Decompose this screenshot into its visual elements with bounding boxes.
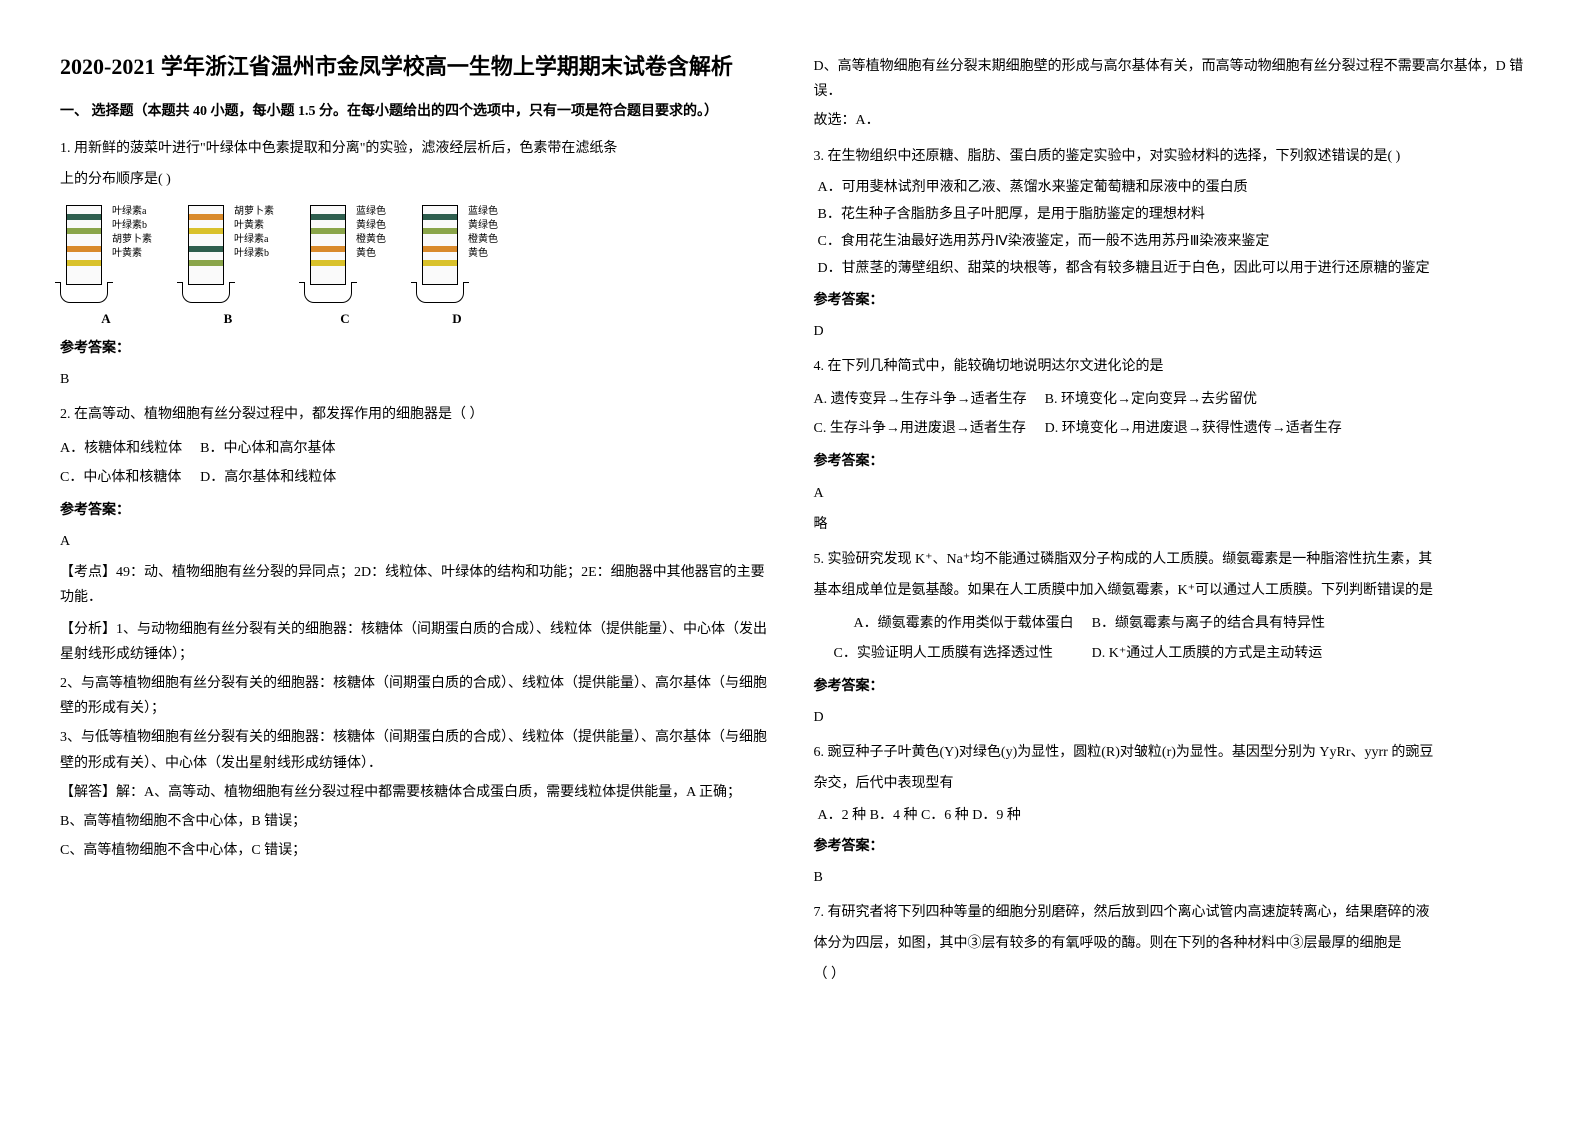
chroma-option-d: 蓝绿色黄绿色橙黄色黄色 D — [416, 205, 498, 330]
q2-text: 2. 在高等动、植物细胞有丝分裂过程中，都发挥作用的细胞器是（ ） — [60, 402, 774, 427]
q6-text-l2: 杂交，后代中表现型有 — [814, 771, 1528, 796]
answer-label: 参考答案： — [814, 674, 1528, 699]
q2-guxuan: 故选：A． — [814, 108, 1528, 133]
q5-opt-c: C．实验证明人工质膜有选择透过性 — [814, 639, 1092, 668]
chroma-label: 橙黄色 — [468, 233, 498, 247]
q1-answer: B — [60, 367, 774, 392]
question-4: 4. 在下列几种简式中，能较确切地说明达尔文进化论的是 A. 遗传变异→生存斗争… — [814, 354, 1528, 537]
chroma-label: 叶绿素b — [234, 247, 274, 261]
chroma-label: 叶绿素a — [234, 233, 274, 247]
q3-answer: D — [814, 319, 1528, 344]
chroma-letter: B — [224, 307, 233, 330]
q6-text-l1: 6. 豌豆种子子叶黄色(Y)对绿色(y)为显性，圆粒(R)对皱粒(r)为显性。基… — [814, 740, 1528, 765]
q2-answer: A — [60, 529, 774, 554]
section-1-heading: 一、 选择题（本题共 40 小题，每小题 1.5 分。在每小题给出的四个选项中，… — [60, 99, 774, 124]
q5-opt-b: B．缬氨霉素与离子的结合具有特异性 — [1092, 609, 1343, 638]
q1-text-line1: 1. 用新鲜的菠菜叶进行"叶绿体中色素提取和分离"的实验，滤液经层析后，色素带在… — [60, 136, 774, 161]
chroma-option-c: 蓝绿色黄绿色橙黄色黄色 C — [304, 205, 386, 330]
q2-fenxi-3: 3、与低等植物细胞有丝分裂有关的细胞器：核糖体（间期蛋白质的合成）、线粒体（提供… — [60, 725, 774, 775]
answer-label: 参考答案： — [60, 336, 774, 361]
q7-text-l1: 7. 有研究者将下列四种等量的细胞分别磨碎，然后放到四个离心试管内高速旋转离心，… — [814, 900, 1528, 925]
q4-lue: 略 — [814, 512, 1528, 537]
q2-opt-d: D．高尔基体和线粒体 — [200, 463, 354, 492]
q6-options: A．2 种 B．4 种 C．6 种 D．9 种 — [818, 803, 1528, 828]
q5-text-l2: 基本组成单位是氨基酸。如果在人工质膜中加入缬氨霉素，K⁺可以通过人工质膜。下列判… — [814, 578, 1528, 603]
q4-options: A. 遗传变异→生存斗争→适者生存 B. 环境变化→定向变异→去劣留优 C. 生… — [814, 385, 1360, 443]
chroma-option-b: 胡萝卜素叶黄素叶绿素a叶绿素b B — [182, 205, 274, 330]
q2-jieda-d: D、高等植物细胞有丝分裂末期细胞壁的形成与高尔基体有关，而高等动物细胞有丝分裂过… — [814, 54, 1528, 104]
chroma-letter: C — [340, 307, 349, 330]
question-2: 2. 在高等动、植物细胞有丝分裂过程中，都发挥作用的细胞器是（ ） A．核糖体和… — [60, 402, 774, 863]
q5-answer: D — [814, 705, 1528, 730]
chroma-label: 蓝绿色 — [356, 205, 386, 219]
q2-options: A．核糖体和线粒体 B．中心体和高尔基体 C．中心体和核糖体 D．高尔基体和线粒… — [60, 434, 354, 492]
q3-text: 3. 在生物组织中还原糖、脂肪、蛋白质的鉴定实验中，对实验材料的选择，下列叙述错… — [814, 144, 1528, 169]
q4-text: 4. 在下列几种简式中，能较确切地说明达尔文进化论的是 — [814, 354, 1528, 379]
q7-text-l2: 体分为四层，如图，其中③层有较多的有氧呼吸的酶。则在下列的各种材料中③层最厚的细… — [814, 931, 1528, 956]
answer-label: 参考答案： — [814, 834, 1528, 859]
q4-answer: A — [814, 481, 1528, 506]
doc-title: 2020-2021 学年浙江省温州市金凤学校高一生物上学期期末试卷含解析 — [60, 50, 774, 83]
question-3: 3. 在生物组织中还原糖、脂肪、蛋白质的鉴定实验中，对实验材料的选择，下列叙述错… — [814, 144, 1528, 344]
q5-options: A．缬氨霉素的作用类似于载体蛋白 B．缬氨霉素与离子的结合具有特异性 C．实验证… — [814, 609, 1343, 667]
q5-text-l1: 5. 实验研究发现 K⁺、Na⁺均不能通过磷脂双分子构成的人工质膜。缬氨霉素是一… — [814, 547, 1528, 572]
chroma-label: 叶黄素 — [112, 247, 152, 261]
question-1: 1. 用新鲜的菠菜叶进行"叶绿体中色素提取和分离"的实验，滤液经层析后，色素带在… — [60, 136, 774, 392]
q5-opt-d: D. K⁺通过人工质膜的方式是主动转运 — [1092, 639, 1343, 668]
q4-opt-c: C. 生存斗争→用进废退→适者生存 — [814, 414, 1045, 443]
left-column: 2020-2021 学年浙江省温州市金凤学校高一生物上学期期末试卷含解析 一、 … — [60, 50, 774, 1072]
q1-diagram: 叶绿素a叶绿素b胡萝卜素叶黄素A胡萝卜素叶黄素叶绿素a叶绿素bB蓝绿色黄绿色橙黄… — [60, 205, 774, 330]
q2-fenxi-1: 【分析】1、与动物细胞有丝分裂有关的细胞器：核糖体（间期蛋白质的合成）、线粒体（… — [60, 617, 774, 667]
q4-opt-b: B. 环境变化→定向变异→去劣留优 — [1045, 385, 1360, 414]
q3-opt-b: B．花生种子含脂肪多且子叶肥厚，是用于脂肪鉴定的理想材料 — [818, 202, 1528, 227]
q2-jieda-a: 【解答】解：A、高等动、植物细胞有丝分裂过程中都需要核糖体合成蛋白质，需要线粒体… — [60, 780, 774, 805]
chroma-label: 黄绿色 — [468, 219, 498, 233]
chroma-label: 橙黄色 — [356, 233, 386, 247]
right-column: D、高等植物细胞有丝分裂末期细胞壁的形成与高尔基体有关，而高等动物细胞有丝分裂过… — [814, 50, 1528, 1072]
chroma-letter: D — [452, 307, 461, 330]
q4-opt-d: D. 环境变化→用进废退→获得性遗传→适者生存 — [1045, 414, 1360, 443]
chroma-label: 叶黄素 — [234, 219, 274, 233]
q5-opt-a: A．缬氨霉素的作用类似于载体蛋白 — [814, 609, 1092, 638]
question-6: 6. 豌豆种子子叶黄色(Y)对绿色(y)为显性，圆粒(R)对皱粒(r)为显性。基… — [814, 740, 1528, 890]
q2-jieda-c: C、高等植物细胞不含中心体，C 错误； — [60, 838, 774, 863]
chroma-label: 黄色 — [356, 247, 386, 261]
chroma-label: 叶绿素a — [112, 205, 152, 219]
q7-text-l3: （ ） — [814, 962, 1528, 987]
q2-opt-a: A．核糖体和线粒体 — [60, 434, 200, 463]
chroma-letter: A — [101, 307, 110, 330]
q6-answer: B — [814, 865, 1528, 890]
q3-opt-d: D．甘蔗茎的薄壁组织、甜菜的块根等，都含有较多糖且近于白色，因此可以用于进行还原… — [818, 256, 1528, 281]
q3-opt-c: C．食用花生油最好选用苏丹Ⅳ染液鉴定，而一般不选用苏丹Ⅲ染液来鉴定 — [818, 229, 1528, 254]
chroma-label: 胡萝卜素 — [234, 205, 274, 219]
chroma-label: 黄色 — [468, 247, 498, 261]
chroma-label: 黄绿色 — [356, 219, 386, 233]
chroma-label: 蓝绿色 — [468, 205, 498, 219]
answer-label: 参考答案： — [60, 498, 774, 523]
chroma-label: 胡萝卜素 — [112, 233, 152, 247]
q2-opt-b: B．中心体和高尔基体 — [200, 434, 354, 463]
answer-label: 参考答案： — [814, 288, 1528, 313]
q3-opt-a: A．可用斐林试剂甲液和乙液、蒸馏水来鉴定葡萄糖和尿液中的蛋白质 — [818, 175, 1528, 200]
question-7: 7. 有研究者将下列四种等量的细胞分别磨碎，然后放到四个离心试管内高速旋转离心，… — [814, 900, 1528, 988]
q2-fenxi-2: 2、与高等植物细胞有丝分裂有关的细胞器：核糖体（间期蛋白质的合成）、线粒体（提供… — [60, 671, 774, 721]
question-5: 5. 实验研究发现 K⁺、Na⁺均不能通过磷脂双分子构成的人工质膜。缬氨霉素是一… — [814, 547, 1528, 730]
chroma-label: 叶绿素b — [112, 219, 152, 233]
q2-opt-c: C．中心体和核糖体 — [60, 463, 200, 492]
q2-kaodian: 【考点】49：动、植物细胞有丝分裂的异同点；2D：线粒体、叶绿体的结构和功能；2… — [60, 560, 774, 610]
answer-label: 参考答案： — [814, 449, 1528, 474]
q1-text-line2: 上的分布顺序是( ) — [60, 167, 774, 192]
q2-jieda-b: B、高等植物细胞不含中心体，B 错误； — [60, 809, 774, 834]
chroma-option-a: 叶绿素a叶绿素b胡萝卜素叶黄素 A — [60, 205, 152, 330]
q4-opt-a: A. 遗传变异→生存斗争→适者生存 — [814, 385, 1045, 414]
